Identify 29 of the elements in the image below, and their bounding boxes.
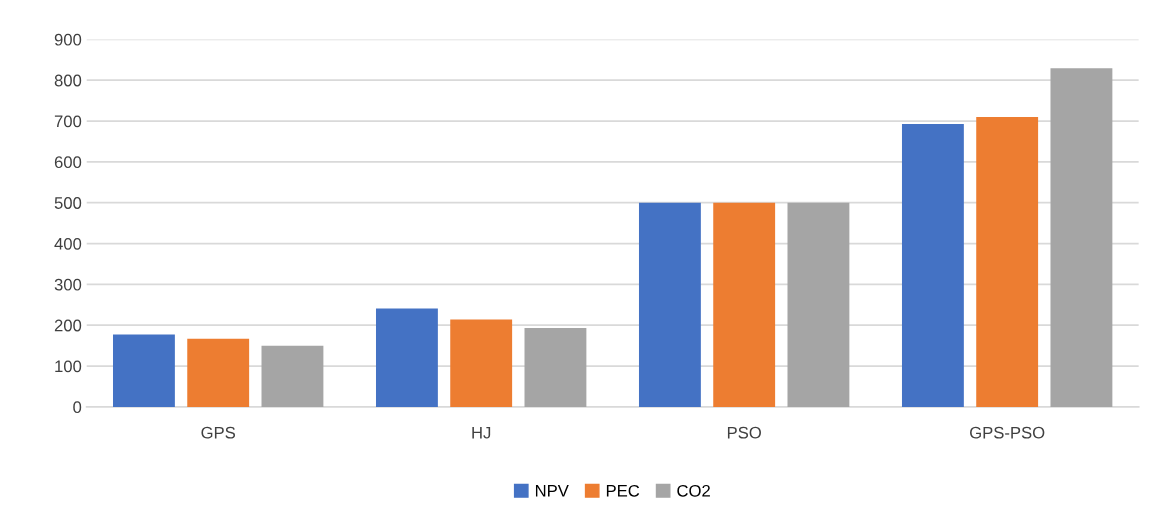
bar — [187, 338, 250, 407]
bar — [375, 308, 438, 407]
bar — [976, 116, 1039, 407]
legend-label: PEC — [606, 484, 640, 497]
x-tick-label: PSO — [727, 426, 761, 439]
y-tick-label: 800 — [54, 74, 82, 87]
y-tick-label: 600 — [54, 156, 82, 169]
bar — [261, 345, 324, 407]
y-tick-label: 300 — [54, 278, 82, 291]
legend-label: NPV — [535, 485, 569, 497]
bar — [713, 202, 776, 407]
y-tick-label: 100 — [55, 360, 82, 373]
bar — [113, 334, 175, 407]
bar — [450, 319, 513, 407]
x-tick-label: HJ — [472, 426, 491, 439]
bar — [1050, 68, 1113, 407]
y-tick-label: 400 — [54, 237, 82, 250]
bar — [787, 202, 850, 407]
y-tick-label: 0 — [73, 401, 82, 414]
bar — [638, 202, 701, 407]
y-tick-label: 200 — [54, 319, 82, 332]
x-tick-label: GPS — [201, 426, 236, 439]
bar — [901, 123, 964, 407]
y-tick-label: 700 — [54, 115, 82, 128]
legend-label: CO2 — [677, 484, 710, 497]
x-tick-label: GPS-PSO — [970, 426, 1045, 439]
y-tick-label: 500 — [54, 197, 82, 209]
y-tick-label: 900 — [54, 33, 82, 46]
bar — [524, 328, 587, 407]
